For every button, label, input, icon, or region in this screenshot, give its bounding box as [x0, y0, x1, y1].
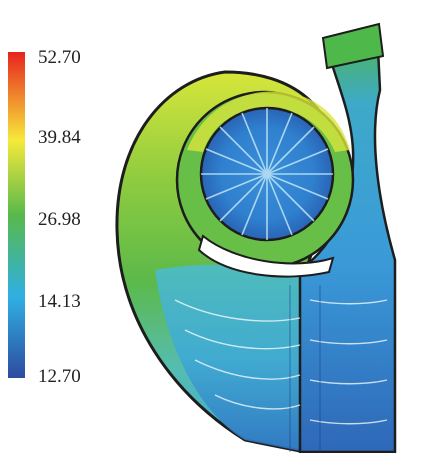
legend-tick-min: 12.70 [38, 366, 81, 387]
outlet-duct [298, 26, 397, 453]
legend-tick-max: 52.70 [38, 47, 81, 68]
grid-lines [289, 285, 321, 452]
legend-tick-4: 14.13 [38, 291, 81, 312]
volute-top-highlight [187, 91, 350, 152]
lower-chamber [155, 264, 305, 452]
color-legend: 52.70 39.84 26.98 14.13 12.70 [0, 0, 120, 453]
legend-tick-2: 39.84 [38, 127, 81, 148]
colorbar [8, 52, 25, 378]
rotor-blades [201, 108, 333, 240]
outlet-top [321, 22, 385, 70]
volute-velocity-field [115, 22, 397, 453]
legend-tick-3: 26.98 [38, 209, 81, 230]
cutwater-gap [197, 234, 335, 278]
